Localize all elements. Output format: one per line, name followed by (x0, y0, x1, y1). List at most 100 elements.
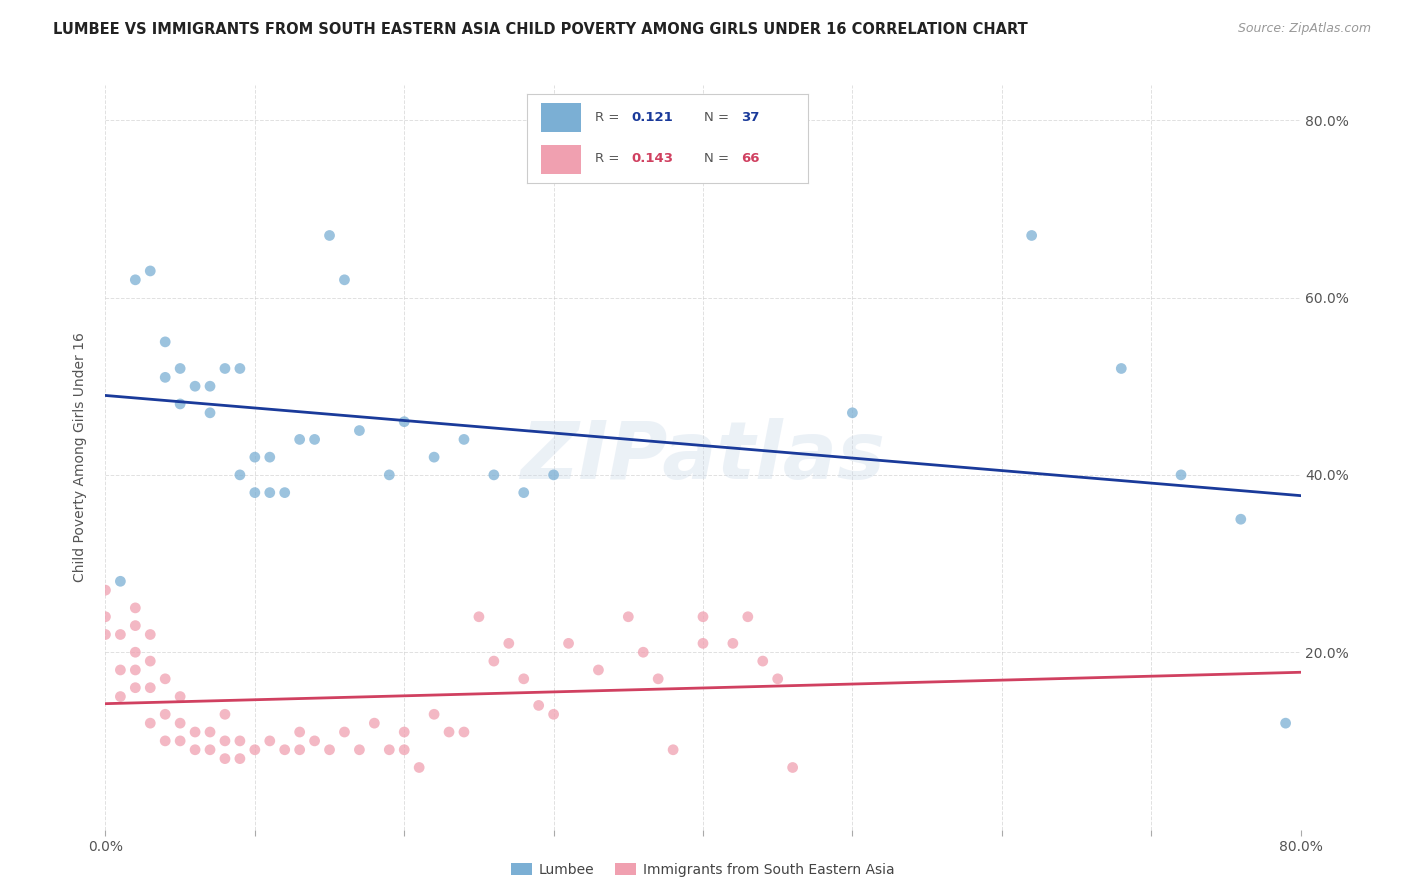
Y-axis label: Child Poverty Among Girls Under 16: Child Poverty Among Girls Under 16 (73, 332, 87, 582)
Text: Source: ZipAtlas.com: Source: ZipAtlas.com (1237, 22, 1371, 36)
Point (692, 636, 714, 650)
Point (124, 663, 146, 677)
Point (482, 654, 505, 668)
Point (124, 681, 146, 695)
Point (437, 725, 460, 739)
Point (318, 228, 340, 243)
Point (1111, 361, 1133, 376)
Point (273, 485, 295, 500)
Point (378, 467, 401, 482)
Text: LUMBEE VS IMMIGRANTS FROM SOUTH EASTERN ASIA CHILD POVERTY AMONG GIRLS UNDER 16 : LUMBEE VS IMMIGRANTS FROM SOUTH EASTERN … (53, 22, 1028, 37)
Point (110, 574, 132, 589)
Point (229, 467, 252, 482)
Point (617, 609, 640, 624)
Point (259, 485, 281, 500)
Text: N =: N = (704, 112, 734, 124)
Point (198, 379, 221, 393)
Point (229, 751, 252, 765)
Point (94, 609, 117, 624)
Point (259, 734, 281, 748)
Point (155, 734, 177, 748)
Bar (541, 145, 581, 174)
Point (288, 743, 311, 757)
Point (243, 485, 266, 500)
Point (513, 485, 536, 500)
Point (94, 627, 117, 641)
Point (841, 406, 863, 420)
Point (198, 725, 221, 739)
Point (124, 273, 146, 287)
Point (349, 743, 371, 757)
Point (304, 433, 326, 447)
Text: ZIPatlas: ZIPatlas (520, 418, 886, 496)
Bar (541, 103, 581, 132)
Point (751, 654, 773, 668)
Point (1021, 228, 1043, 243)
Point (229, 361, 252, 376)
Point (110, 627, 132, 641)
Point (169, 361, 191, 376)
Point (1229, 512, 1253, 526)
Point (288, 433, 311, 447)
Point (155, 334, 177, 349)
Point (94, 583, 117, 598)
Point (394, 725, 416, 739)
Point (527, 698, 550, 713)
Point (214, 734, 236, 748)
Point (588, 663, 610, 677)
Point (139, 716, 162, 731)
Point (124, 600, 146, 615)
Point (647, 672, 669, 686)
Point (139, 264, 162, 278)
Point (543, 707, 565, 722)
Point (1274, 716, 1296, 731)
Point (169, 397, 191, 411)
Point (243, 450, 266, 464)
Point (633, 645, 655, 659)
Text: N =: N = (704, 153, 734, 165)
Point (408, 760, 430, 774)
Point (169, 690, 191, 704)
Point (1170, 467, 1192, 482)
Point (782, 760, 804, 774)
Point (662, 743, 685, 757)
Text: 37: 37 (741, 112, 759, 124)
Point (333, 273, 356, 287)
Point (288, 725, 311, 739)
Point (184, 743, 207, 757)
Point (378, 743, 401, 757)
Point (243, 743, 266, 757)
Point (155, 370, 177, 384)
Point (333, 725, 356, 739)
Point (468, 609, 491, 624)
Point (259, 450, 281, 464)
Text: R =: R = (595, 153, 623, 165)
Text: 0.143: 0.143 (631, 153, 673, 165)
Point (482, 467, 505, 482)
Point (214, 361, 236, 376)
Point (453, 725, 475, 739)
Point (721, 636, 744, 650)
Point (737, 609, 759, 624)
Point (557, 636, 579, 650)
Point (273, 743, 295, 757)
Point (394, 415, 416, 429)
Point (110, 690, 132, 704)
Point (124, 645, 146, 659)
Point (214, 707, 236, 722)
Point (766, 672, 789, 686)
Legend: Lumbee, Immigrants from South Eastern Asia: Lumbee, Immigrants from South Eastern As… (506, 857, 900, 882)
Point (139, 654, 162, 668)
Point (169, 734, 191, 748)
Point (423, 707, 446, 722)
Point (198, 406, 221, 420)
Point (155, 707, 177, 722)
Point (423, 450, 446, 464)
Point (318, 743, 340, 757)
Point (394, 743, 416, 757)
Point (692, 609, 714, 624)
Point (349, 424, 371, 438)
Point (513, 672, 536, 686)
Point (198, 743, 221, 757)
Text: 66: 66 (741, 153, 759, 165)
